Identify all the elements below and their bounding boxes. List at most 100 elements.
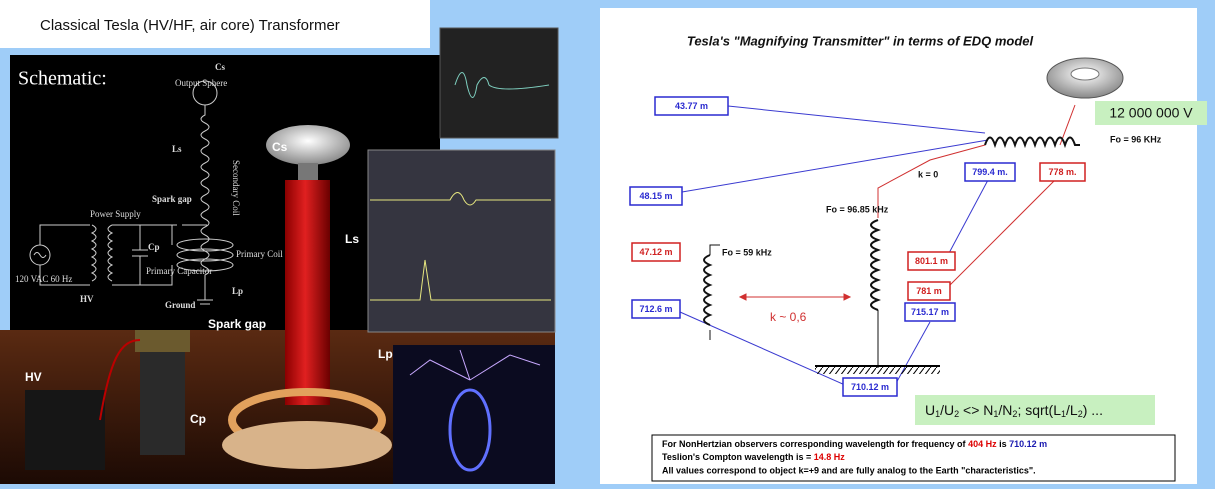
formula-sub: 2	[1078, 409, 1083, 419]
measure-label: 43.77 m	[675, 101, 708, 111]
coupling-arrow	[738, 293, 852, 301]
footnote-part: Teslion's Compton wavelength is =	[662, 452, 814, 462]
hv-supply	[25, 390, 105, 470]
left-title: Classical Tesla (HV/HF, air core) Transf…	[40, 17, 340, 34]
formula-part: <> N	[959, 402, 993, 418]
photo-label: Spark gap	[208, 317, 266, 331]
footnote-line: For NonHertzian observers corresponding …	[662, 439, 1047, 449]
schematic-label: HV	[80, 294, 94, 304]
photo-label: Lp	[378, 347, 393, 361]
ground	[815, 366, 940, 374]
footnote-part: 404 Hz	[968, 439, 997, 449]
formula-sub: 2	[954, 409, 959, 419]
scope-image	[367, 149, 556, 333]
schematic-label: Lp	[232, 286, 243, 296]
scope-trace	[454, 72, 550, 98]
schematic-label: Spark gap	[152, 194, 192, 204]
photo-label: Cp	[190, 412, 206, 426]
formula-sub: 1	[1061, 409, 1066, 419]
measure-label: 48.15 m	[639, 191, 672, 201]
schematic-drawing	[29, 80, 234, 305]
measure-label: 710.12 m	[851, 382, 889, 392]
connections	[679, 104, 1076, 386]
note: Fo = 96 KHz	[1110, 134, 1162, 144]
voltage: 12 000 000 V	[1109, 105, 1193, 121]
footnote-part: is	[997, 439, 1010, 449]
scope-image	[439, 27, 559, 139]
capacitor	[140, 345, 185, 455]
measure-label: 781 m	[916, 286, 942, 296]
formula-part: /L	[1066, 402, 1078, 418]
measure-box	[631, 299, 681, 319]
voltage-box	[1095, 101, 1207, 125]
measure-label: 799.4 m.	[972, 167, 1008, 177]
footnote-line: Teslion's Compton wavelength is = 14.8 H…	[662, 452, 845, 462]
formula-sub: 1	[935, 409, 940, 419]
measure-box	[842, 377, 898, 397]
measure-label: 801.1 m	[915, 256, 948, 266]
top-sphere-hole	[1070, 67, 1100, 81]
schematic-label: Ls	[172, 144, 182, 154]
left-panel: Classical Tesla (HV/HF, air core) Transf…	[0, 0, 559, 484]
measure-box	[629, 186, 683, 206]
formula-part: /U	[940, 402, 954, 418]
discharge	[409, 349, 541, 381]
scope-trace	[370, 192, 551, 301]
cable	[99, 339, 141, 421]
spark-gap	[135, 330, 190, 352]
footnote-part: For NonHertzian observers corresponding …	[662, 439, 968, 449]
schematic-label: Cp	[148, 242, 160, 252]
footnote-line: All values correspond to object k=+9 and…	[662, 465, 1036, 475]
base	[222, 421, 392, 469]
measure-label: 712.6 m	[639, 304, 672, 314]
formula-sub: 1	[993, 409, 998, 419]
formula-part: ; sqrt(L	[1017, 402, 1061, 418]
formula: U1/U2 <> N1/N2; sqrt(L1/L2) ...	[925, 402, 1103, 420]
photo-label: Ls	[345, 232, 359, 246]
measure-box	[964, 162, 1016, 182]
measure-box	[904, 302, 956, 322]
note: Fo = 96.85 kHz	[826, 204, 889, 214]
schematic-label: Secondary Coil	[231, 160, 241, 216]
measure-label: 47.12 m	[639, 247, 672, 257]
schematic-label: 120 VAC 60 Hz	[15, 274, 72, 284]
discharge-coil	[448, 388, 492, 472]
schematic-label: Primary Capacitor	[146, 266, 212, 276]
note: k = 0	[918, 169, 938, 179]
photo-label: Cs	[272, 140, 288, 154]
right-panel: Tesla's "Magnifying Transmitter" in term…	[600, 8, 1207, 484]
note: Fo = 59 kHz	[722, 247, 772, 257]
measure-box	[907, 251, 956, 271]
footnote-box	[651, 434, 1176, 482]
discharge-image	[393, 345, 555, 484]
formula-part: U	[925, 402, 935, 418]
right-title: Tesla's "Magnifying Transmitter" in term…	[687, 33, 1034, 48]
schematic-label: Cs	[215, 62, 225, 72]
secondary-coil	[285, 180, 330, 405]
measure-box	[654, 96, 729, 116]
measure-label: 778 m.	[1048, 167, 1076, 177]
formula-box	[915, 395, 1155, 425]
measure-label: 715.17 m	[911, 307, 949, 317]
measure-boxes: 43.77 m 48.15 m 799.4 m. 778 m. 47.12 m 801.1…	[629, 96, 1086, 397]
middle-coil	[870, 219, 881, 311]
schematic-label: Primary Coil	[236, 249, 283, 259]
formula-sub: 2	[1012, 409, 1017, 419]
connector	[298, 163, 318, 183]
left-coil	[703, 254, 713, 326]
schematic-label: Ground	[165, 300, 195, 310]
measure-box	[1039, 162, 1086, 182]
measure-box	[631, 242, 681, 262]
top-load	[266, 125, 350, 165]
top-coil	[984, 136, 1080, 149]
schematic-label: Output Sphere	[175, 78, 227, 88]
schematic-heading: Schematic:	[18, 68, 107, 90]
measure-box	[907, 281, 951, 301]
title-strip	[0, 0, 430, 48]
footnote-part: 710.12 m	[1009, 439, 1047, 449]
photo-label: HV	[25, 370, 42, 384]
formula-part: ) ...	[1083, 402, 1103, 418]
schematic-label: Power Supply	[90, 209, 141, 219]
footnote-part: 14.8 Hz	[814, 452, 846, 462]
